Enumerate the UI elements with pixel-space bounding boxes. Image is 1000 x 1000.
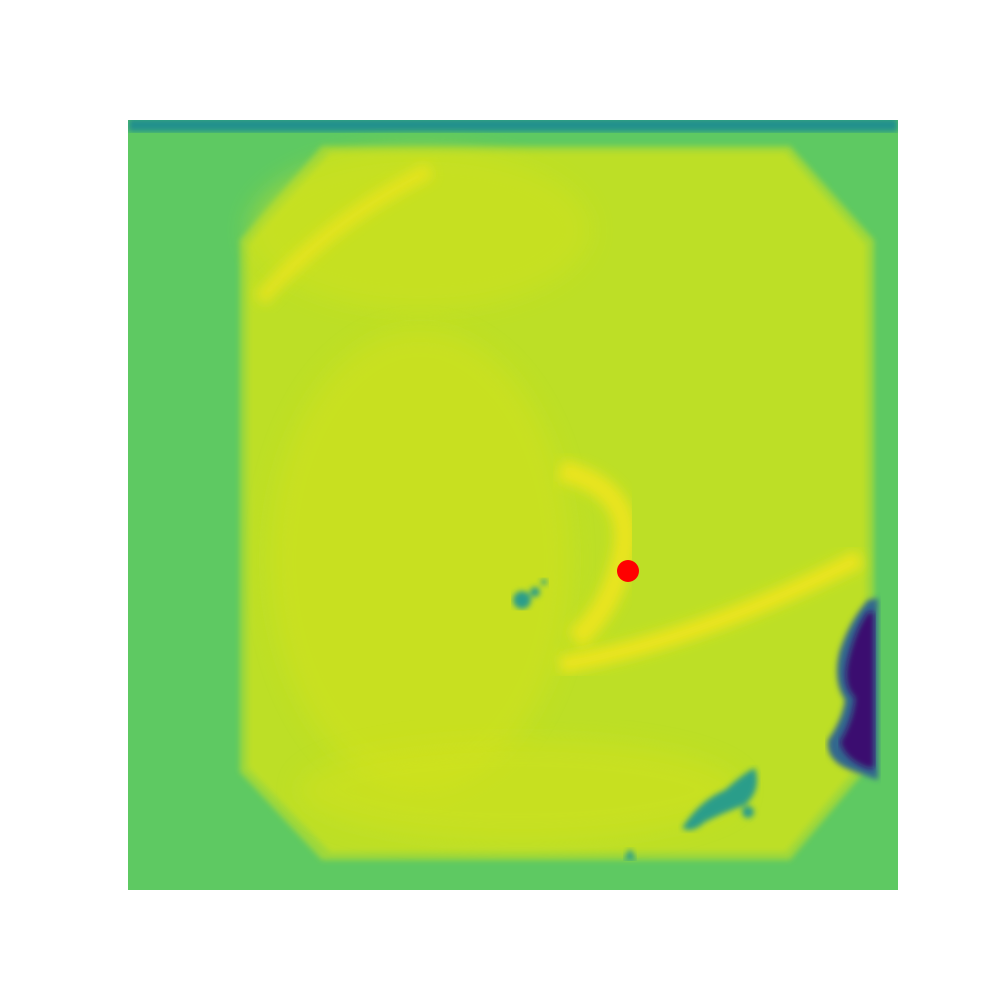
image-frame (128, 120, 898, 890)
light-patch-bottom (300, 740, 740, 840)
top-band (128, 120, 898, 132)
bright-streak-top (253, 162, 434, 306)
bright-arc-center (557, 459, 637, 649)
light-patch-top (250, 150, 590, 310)
bottom-edge-notch (624, 848, 636, 860)
teal-specks-bottom-right (682, 768, 758, 830)
bright-streak-diagonal (558, 549, 865, 674)
red-marker (617, 560, 639, 582)
teal-specks-center (513, 579, 547, 609)
dark-patch-right (827, 598, 878, 780)
light-patch-left (270, 330, 570, 790)
